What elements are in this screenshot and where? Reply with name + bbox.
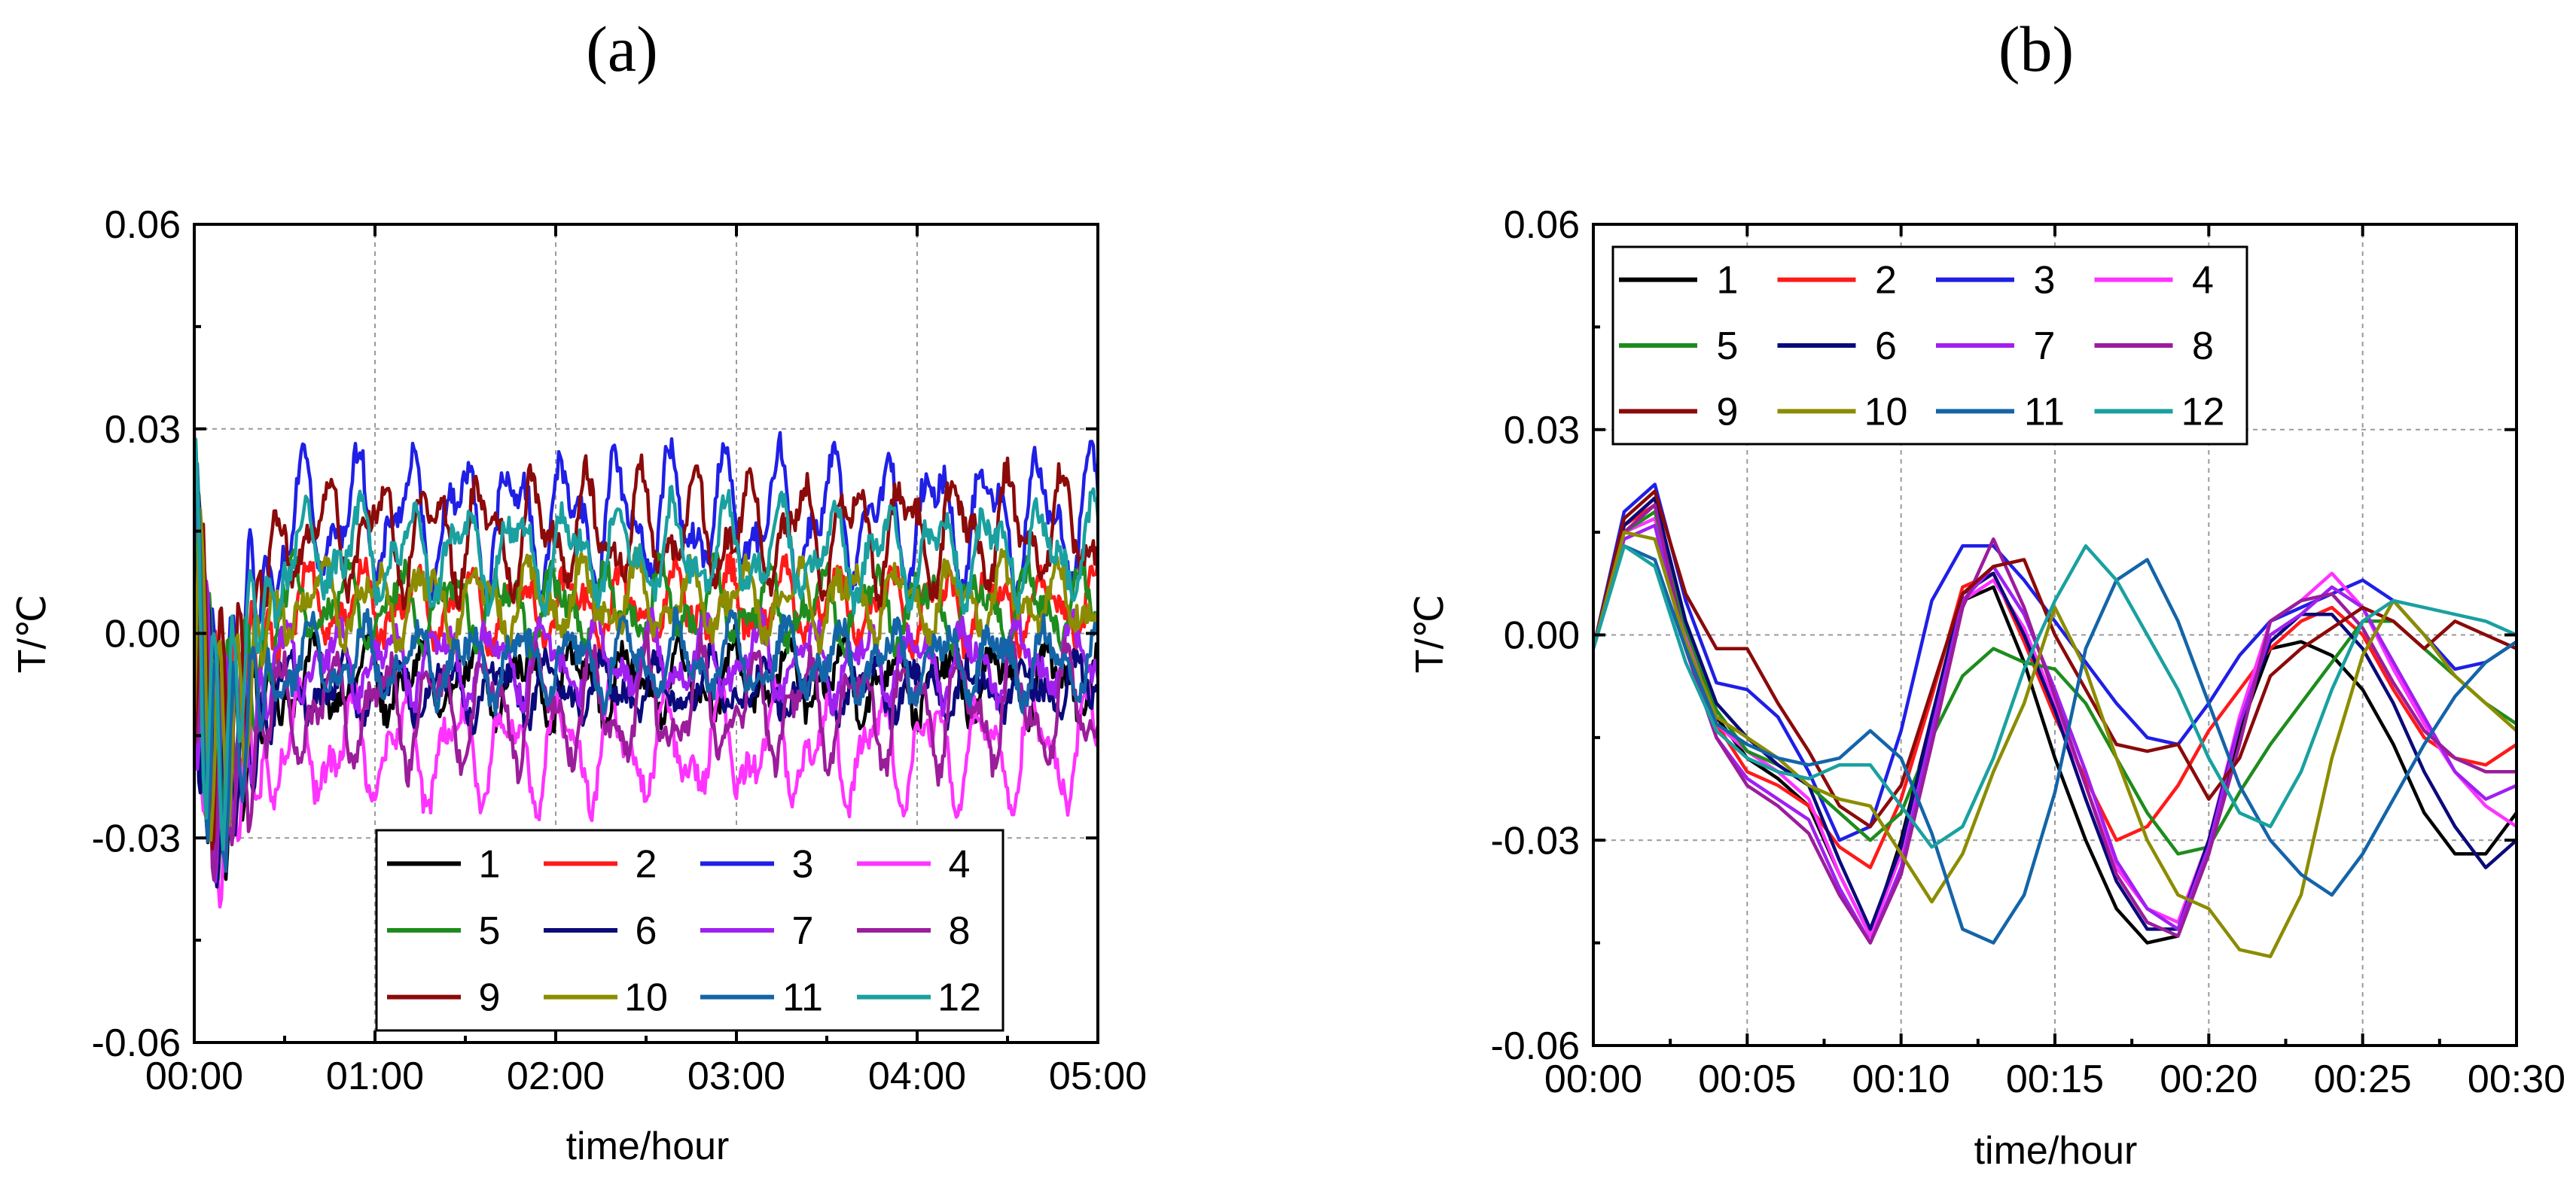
legend-item-10: 10 <box>544 976 668 1020</box>
legend-item-9: 9 <box>387 976 500 1020</box>
series-line-9 <box>194 453 1098 851</box>
x-axis-label: time/hour <box>1974 1129 2138 1173</box>
x-tick-label: 00:10 <box>1852 1058 1950 1101</box>
legend-item-2: 2 <box>1777 259 1897 303</box>
x-tick-label: 00:15 <box>2006 1058 2104 1101</box>
legend-item-1: 1 <box>387 842 500 886</box>
series-line-8 <box>1593 503 2517 945</box>
series-group <box>194 428 1098 909</box>
chart-panel-b: (b) 00:00 00:05 00:10 00:15 00:20 00:25 00:30 0.… <box>1408 13 2565 1173</box>
legend-item-6: 6 <box>1777 324 1897 368</box>
panel-label: (b) <box>1998 13 2074 85</box>
y-tick-label: 0.03 <box>105 408 181 452</box>
legend-item-12: 12 <box>857 976 981 1020</box>
x-tick-label: 03:00 <box>687 1055 785 1098</box>
series-group <box>1593 482 2517 959</box>
legend-label: 7 <box>2034 324 2056 368</box>
legend-label: 10 <box>624 976 668 1020</box>
legend-item-3: 3 <box>1936 259 2055 303</box>
y-tick-label: -0.03 <box>91 817 181 860</box>
y-tick-label: 0.06 <box>1504 203 1580 247</box>
legend-label: 4 <box>949 842 971 886</box>
series-line-12 <box>1593 544 2517 849</box>
y-axis-label: T/℃ <box>1408 595 1452 674</box>
legend-label: 9 <box>479 976 501 1020</box>
legend-item-4: 4 <box>2094 259 2214 303</box>
legend-label: 5 <box>479 909 501 953</box>
legend-label: 8 <box>2192 324 2214 368</box>
legend: 1 2 3 45 6 7 89 10 11 12 <box>375 829 1004 1032</box>
y-tick-label: 0.00 <box>1504 614 1580 658</box>
y-tick-label: -0.03 <box>1490 819 1580 863</box>
series-line-9 <box>1593 489 2517 829</box>
legend-label: 10 <box>1864 390 1908 434</box>
x-tick-label: 02:00 <box>507 1055 605 1098</box>
series-line-10 <box>194 507 1098 842</box>
legend-label: 1 <box>1717 259 1739 303</box>
legend-item-7: 7 <box>1936 324 2055 368</box>
legend: 1 2 3 45 6 7 89 10 11 12 <box>1611 245 2248 446</box>
x-tick-label: 00:20 <box>2160 1058 2257 1101</box>
legend-label: 8 <box>949 909 971 953</box>
legend-label: 1 <box>479 842 501 886</box>
series-line-11 <box>1593 544 2517 945</box>
series-line-12 <box>194 437 1098 851</box>
y-tick-label: 0.03 <box>1504 409 1580 452</box>
legend-item-6: 6 <box>544 909 657 953</box>
legend-label: 11 <box>2024 390 2065 434</box>
y-tick-label: -0.06 <box>1490 1024 1580 1068</box>
y-tick-label: 0.06 <box>105 203 181 247</box>
legend-label: 3 <box>792 842 814 886</box>
legend-label: 6 <box>1875 324 1897 368</box>
legend-item-10: 10 <box>1777 390 1908 434</box>
y-tick-label: 0.00 <box>105 613 181 656</box>
series-line-10 <box>1593 530 2517 959</box>
series-line-8 <box>194 553 1098 882</box>
legend-item-11: 11 <box>1936 390 2065 434</box>
legend-item-3: 3 <box>700 842 813 886</box>
x-tick-label: 01:00 <box>326 1055 424 1098</box>
series-line-11 <box>194 461 1098 873</box>
x-tick-label: 00:05 <box>1698 1058 1796 1101</box>
legend-item-8: 8 <box>857 909 970 953</box>
chart-panel-a: (a) 00:00 01:00 02:00 03:00 04:00 05:00 0.06 0.0… <box>11 13 1147 1168</box>
legend-item-9: 9 <box>1619 390 1738 434</box>
x-tick-label: 00:00 <box>145 1055 243 1098</box>
legend-item-12: 12 <box>2094 390 2225 434</box>
legend-label: 2 <box>1875 259 1897 303</box>
x-tick-label: 00:00 <box>1544 1058 1642 1101</box>
legend-label: 6 <box>636 909 657 953</box>
legend-item-1: 1 <box>1619 259 1738 303</box>
legend-label: 4 <box>2192 259 2214 303</box>
x-tick-label: 00:25 <box>2314 1058 2412 1101</box>
legend-item-7: 7 <box>700 909 813 953</box>
legend-item-2: 2 <box>544 842 657 886</box>
series-line-3 <box>1593 482 2517 842</box>
legend-item-11: 11 <box>700 976 823 1020</box>
panel-label: (a) <box>586 13 657 85</box>
x-tick-label: 05:00 <box>1049 1055 1147 1098</box>
legend-label: 7 <box>792 909 814 953</box>
series-line-2 <box>1593 503 2517 869</box>
legend-item-5: 5 <box>1619 324 1738 368</box>
x-tick-label: 04:00 <box>868 1055 966 1098</box>
legend-label: 3 <box>2034 259 2056 303</box>
y-tick-label: -0.06 <box>91 1021 181 1065</box>
legend-item-8: 8 <box>2094 324 2214 368</box>
legend-label: 12 <box>937 976 981 1020</box>
x-tick-label: 00:30 <box>2468 1058 2565 1101</box>
legend-label: 11 <box>782 976 823 1020</box>
legend-label: 12 <box>2181 390 2225 434</box>
y-axis-label: T/℃ <box>11 595 54 674</box>
legend-item-4: 4 <box>857 842 970 886</box>
legend-label: 9 <box>1717 390 1739 434</box>
legend-item-5: 5 <box>387 909 500 953</box>
legend-label: 5 <box>1717 324 1739 368</box>
legend-label: 2 <box>636 842 657 886</box>
x-axis-label: time/hour <box>566 1125 730 1168</box>
